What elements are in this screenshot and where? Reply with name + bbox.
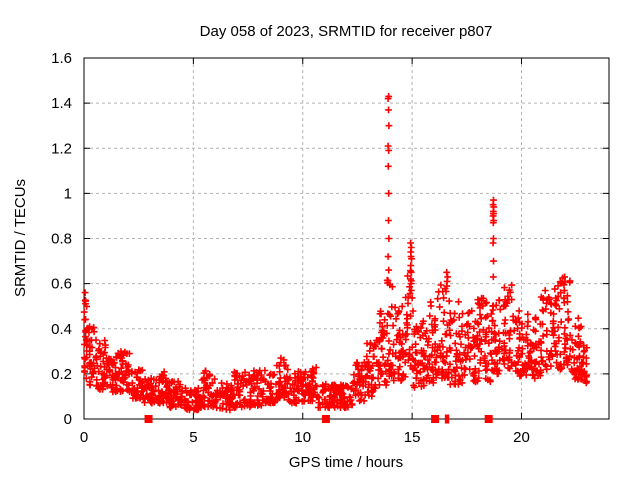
tick-labels: 0 5 10 15 20 0 0.2 0.4 0.6 0.8 1 1.2 1.4 1.6	[51, 50, 530, 446]
svg-text:0.6: 0.6	[51, 276, 72, 293]
svg-text:10: 10	[294, 429, 311, 446]
svg-text:0.8: 0.8	[51, 231, 72, 248]
svg-text:0: 0	[64, 411, 72, 428]
baseline-event-markers	[144, 414, 493, 424]
y-axis-label: SRMTID / TECUs	[12, 179, 29, 297]
svg-text:15: 15	[404, 429, 421, 446]
svg-text:1: 1	[64, 185, 72, 202]
x-axis-label: GPS time / hours	[289, 454, 403, 471]
grid-lines	[84, 58, 609, 419]
svg-text:5: 5	[189, 429, 197, 446]
svg-text:1.2: 1.2	[51, 140, 72, 157]
svg-text:20: 20	[513, 429, 530, 446]
svg-text:0.2: 0.2	[51, 366, 72, 383]
scatter-data-points	[80, 93, 591, 414]
axes-and-ticks	[83, 57, 610, 420]
chart-title: Day 058 of 2023, SRMTID for receiver p80…	[200, 23, 493, 40]
svg-text:1.6: 1.6	[51, 50, 72, 67]
svg-text:1.4: 1.4	[51, 95, 72, 112]
svg-text:0: 0	[80, 429, 88, 446]
svg-text:0.4: 0.4	[51, 321, 72, 338]
